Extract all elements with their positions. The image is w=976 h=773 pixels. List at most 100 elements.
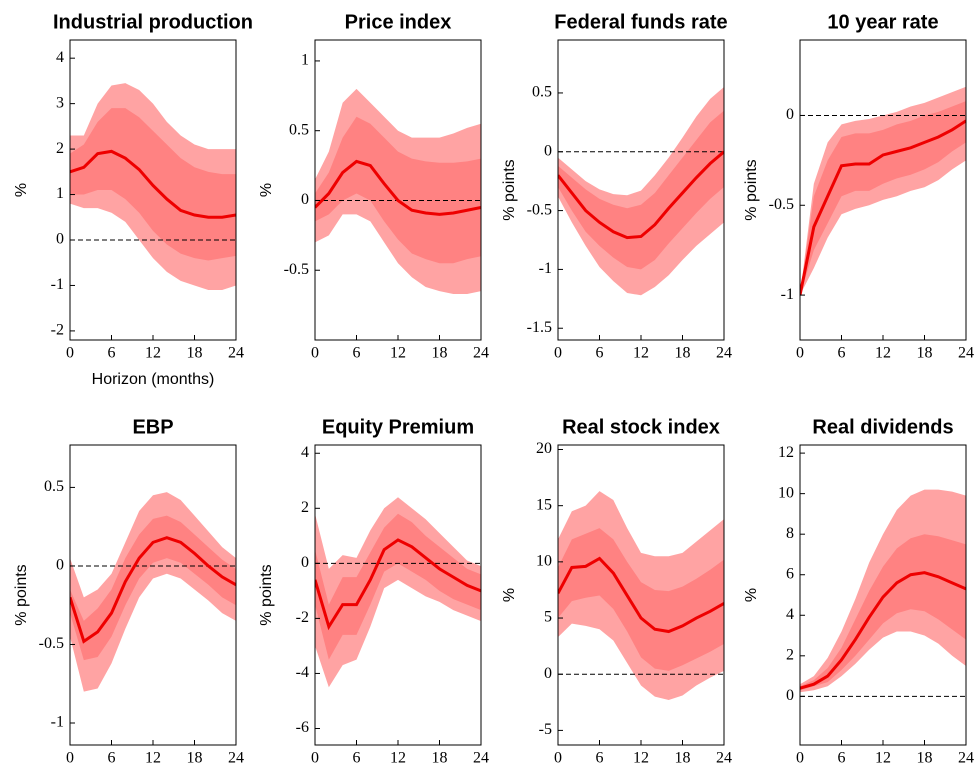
- y-tick-label: 0: [301, 191, 309, 208]
- x-tick-label: 18: [432, 750, 448, 767]
- panel: -1.5 -1 -0.5 0 0.5 0 6 12 18 24 Federal funds rate…: [501, 11, 732, 361]
- x-tick-label: 6: [838, 345, 846, 362]
- band: [315, 116, 481, 264]
- x-tick-label: 6: [353, 345, 361, 362]
- y-axis-label: %: [13, 183, 30, 197]
- y-tick-label: 0.5: [44, 478, 64, 495]
- y-tick-label: 15: [536, 496, 552, 513]
- y-tick-label: 0.5: [532, 84, 552, 101]
- x-tick-label: 18: [432, 345, 448, 362]
- y-tick-label: 6: [786, 565, 794, 582]
- x-tick-label: 0: [796, 750, 804, 767]
- x-tick-label: 18: [675, 345, 691, 362]
- x-tick-label: 24: [958, 750, 974, 767]
- x-tick-label: 0: [796, 345, 804, 362]
- median-line: [558, 150, 724, 240]
- y-tick-label: -2: [51, 322, 64, 339]
- y-tick-label: 12: [778, 444, 794, 461]
- chart-title: Federal funds rate: [554, 11, 727, 33]
- x-tick-label: 6: [596, 750, 604, 767]
- y-axis-label: %: [258, 183, 275, 197]
- chart-title: Industrial production: [53, 11, 253, 33]
- y-tick-label: 4: [56, 49, 64, 66]
- y-tick-label: -0.5: [284, 261, 309, 278]
- y-tick-label: -4: [296, 664, 309, 681]
- y-tick-label: -0.5: [39, 635, 64, 652]
- band: [558, 110, 724, 270]
- median-line: [315, 159, 481, 216]
- y-tick-label: 0.5: [289, 121, 309, 138]
- y-tick-label: 0: [56, 231, 64, 248]
- x-tick-label: 18: [917, 345, 933, 362]
- y-axis-label: % points: [743, 159, 760, 220]
- y-tick-label: -0.5: [527, 201, 552, 218]
- plot-area: [558, 87, 724, 296]
- x-tick-label: 0: [311, 750, 319, 767]
- y-axis-label: % points: [501, 159, 518, 220]
- y-tick-label: 10: [536, 553, 552, 570]
- plot-area: [315, 497, 481, 688]
- chart-title: Price index: [345, 11, 452, 33]
- y-axis-label: % points: [13, 564, 30, 625]
- y-tick-label: -5: [539, 721, 552, 738]
- median-line: [800, 571, 966, 690]
- y-tick-label: 4: [786, 606, 794, 623]
- median-line: [70, 536, 236, 644]
- x-tick-label: 6: [353, 750, 361, 767]
- x-tick-label: 24: [228, 345, 244, 362]
- y-tick-label: -6: [296, 719, 309, 736]
- x-tick-label: 12: [390, 345, 406, 362]
- plot-area: [315, 88, 481, 294]
- x-tick-label: 18: [917, 750, 933, 767]
- y-tick-label: 2: [301, 499, 309, 516]
- x-tick-label: 0: [554, 345, 562, 362]
- x-tick-label: 12: [145, 345, 161, 362]
- y-tick-label: 0: [56, 557, 64, 574]
- y-tick-label: -0.5: [769, 196, 794, 213]
- y-tick-label: 0: [301, 554, 309, 571]
- y-axis-label: % points: [258, 564, 275, 625]
- y-tick-label: 0: [544, 665, 552, 682]
- x-tick-label: 6: [108, 750, 116, 767]
- x-tick-label: 18: [187, 750, 203, 767]
- y-tick-label: 0: [544, 142, 552, 159]
- y-tick-label: -1: [781, 286, 794, 303]
- y-tick-label: 0: [786, 687, 794, 704]
- band: [315, 497, 481, 688]
- y-axis-label: %: [501, 588, 518, 602]
- median-line: [558, 556, 724, 634]
- y-tick-label: 1: [56, 185, 64, 202]
- plot-area: [558, 491, 724, 701]
- chart-title: EBP: [132, 416, 173, 438]
- chart-title: 10 year rate: [827, 11, 938, 33]
- plot-area: [800, 86, 966, 296]
- y-tick-label: -1.5: [527, 319, 552, 336]
- y-tick-label: 5: [544, 609, 552, 626]
- chart-title: Real dividends: [812, 416, 953, 438]
- x-tick-label: 24: [473, 345, 489, 362]
- plot-area: [800, 489, 966, 697]
- y-tick-label: 2: [786, 646, 794, 663]
- y-axis-label: %: [743, 588, 760, 602]
- band: [315, 513, 481, 660]
- x-tick-label: 6: [108, 345, 116, 362]
- plot-area: [70, 83, 236, 290]
- x-tick-label: 24: [473, 750, 489, 767]
- panel: -0.5 0 0.5 1 0 6 12 18 24 Price index%: [258, 11, 489, 361]
- x-tick-label: 12: [875, 345, 891, 362]
- plot-area: [70, 492, 236, 692]
- chart-title: Equity Premium: [322, 416, 474, 438]
- x-tick-label: 24: [958, 345, 974, 362]
- panel: -1 -0.5 0 0.5 0 6 12 18 24 EBP % points: [13, 416, 244, 766]
- x-tick-label: 0: [66, 750, 74, 767]
- x-tick-label: 0: [554, 750, 562, 767]
- x-tick-label: 12: [145, 750, 161, 767]
- y-tick-label: -1: [51, 714, 64, 731]
- y-tick-label: -1: [51, 276, 64, 293]
- x-tick-label: 0: [311, 345, 319, 362]
- x-tick-label: 6: [838, 750, 846, 767]
- y-tick-label: 3: [56, 94, 64, 111]
- chart-title: Real stock index: [562, 416, 720, 438]
